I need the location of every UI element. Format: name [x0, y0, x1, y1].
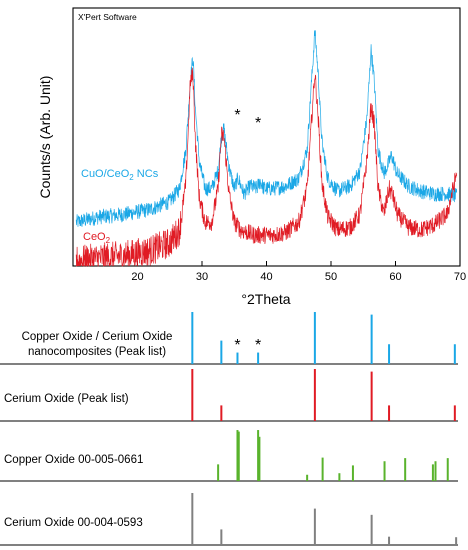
x-tick-label: 20: [131, 271, 143, 283]
x-tick-label: 60: [389, 271, 401, 283]
series-layer: [75, 30, 458, 267]
legend-cuo-ceo2: CuO/CeO2 NCs: [81, 168, 159, 182]
panel-label: nanocomposites (Peak list): [28, 346, 166, 358]
panel-label: Cerium Oxide 00-004-0593: [4, 517, 143, 529]
plot-frame: [72, 7, 461, 267]
x-tick-label: 50: [325, 271, 337, 283]
legend-ceo2: CeO2: [83, 231, 111, 245]
peak-asterisk: *: [255, 115, 261, 132]
panel-label: Copper Oxide 00-005-0661: [4, 454, 143, 466]
y-axis-label: Counts/s (Arb. Unit): [37, 76, 53, 199]
panel-label: Cerium Oxide (Peak list): [4, 393, 129, 405]
peak-annotations: * *: [234, 107, 261, 132]
panel-label: Copper Oxide / Cerium Oxide: [22, 331, 173, 343]
peak-asterisk: *: [255, 337, 261, 354]
legend-cuo-ceo2-main: CuO/CeO: [81, 168, 130, 180]
reference-panel: Copper Oxide / Cerium Oxide nanocomposite…: [0, 312, 458, 365]
reference-panel: Copper Oxide 00-005-0661: [0, 430, 458, 482]
reference-patterns: Copper Oxide / Cerium Oxide nanocomposite…: [0, 312, 458, 546]
reference-panel: Cerium Oxide 00-004-0593: [0, 493, 458, 546]
peak-asterisk: *: [234, 107, 240, 124]
x-tick-label: 40: [260, 271, 272, 283]
legend-ceo2-main: CeO: [83, 231, 106, 243]
x-tick-label: 70: [454, 271, 466, 283]
legend-cuo-ceo2-tail: NCs: [134, 168, 159, 180]
x-axis-ticks: 20 30 40 50 60 70: [131, 261, 466, 283]
reference-panel: Cerium Oxide (Peak list): [0, 369, 458, 422]
x-tick-label: 30: [196, 271, 208, 283]
legend-ceo2-sub: 2: [106, 236, 111, 245]
software-label: X'Pert Software: [78, 12, 137, 22]
peak-asterisk: *: [234, 337, 240, 354]
xrd-pattern-panel: X'Pert Software Counts/s (Arb. Unit) °2T…: [37, 7, 466, 307]
legend-cuo-ceo2-sub: 2: [129, 173, 134, 182]
series-line-ceo2: [75, 67, 458, 267]
series-line-cuo-ceo2: [75, 30, 458, 227]
x-axis-label: °2Theta: [241, 291, 290, 307]
